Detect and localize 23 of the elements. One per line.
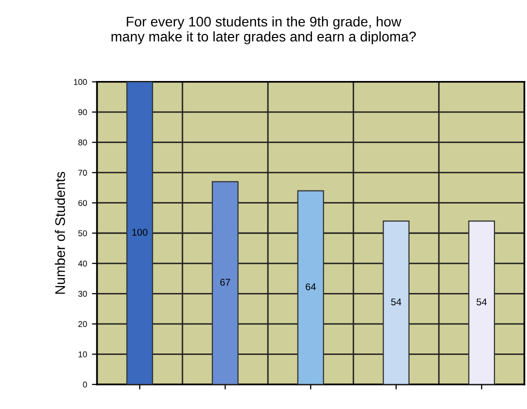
y-tick-label: 50: [78, 230, 87, 236]
data-label: 54: [391, 298, 402, 306]
y-tick-label: 40: [78, 260, 87, 266]
data-label: 67: [220, 278, 230, 286]
data-label: 54: [476, 298, 487, 306]
y-tick-label: 10: [78, 351, 87, 358]
y-tick-label: 70: [78, 170, 87, 176]
y-tick-label: 30: [78, 290, 87, 297]
data-label: 100: [132, 228, 148, 236]
y-tick-label: 0: [82, 382, 87, 388]
bar: [382, 220, 410, 384]
data-label: 64: [306, 283, 316, 290]
y-axis-title: Number of Students: [54, 172, 66, 294]
bar: [212, 181, 239, 384]
bar: [468, 220, 495, 384]
chart-title: For every 100 students in the 9th grade, how many make it to later grades and earn a diploma?: [112, 16, 416, 44]
bar: [126, 82, 154, 384]
y-tick-label: 100: [74, 79, 87, 85]
y-tick-label: 80: [78, 140, 87, 146]
y-tick-label: 90: [78, 109, 87, 116]
bar: [297, 190, 324, 384]
y-tick-label: 60: [78, 200, 87, 206]
y-tick-label: 20: [78, 321, 87, 328]
